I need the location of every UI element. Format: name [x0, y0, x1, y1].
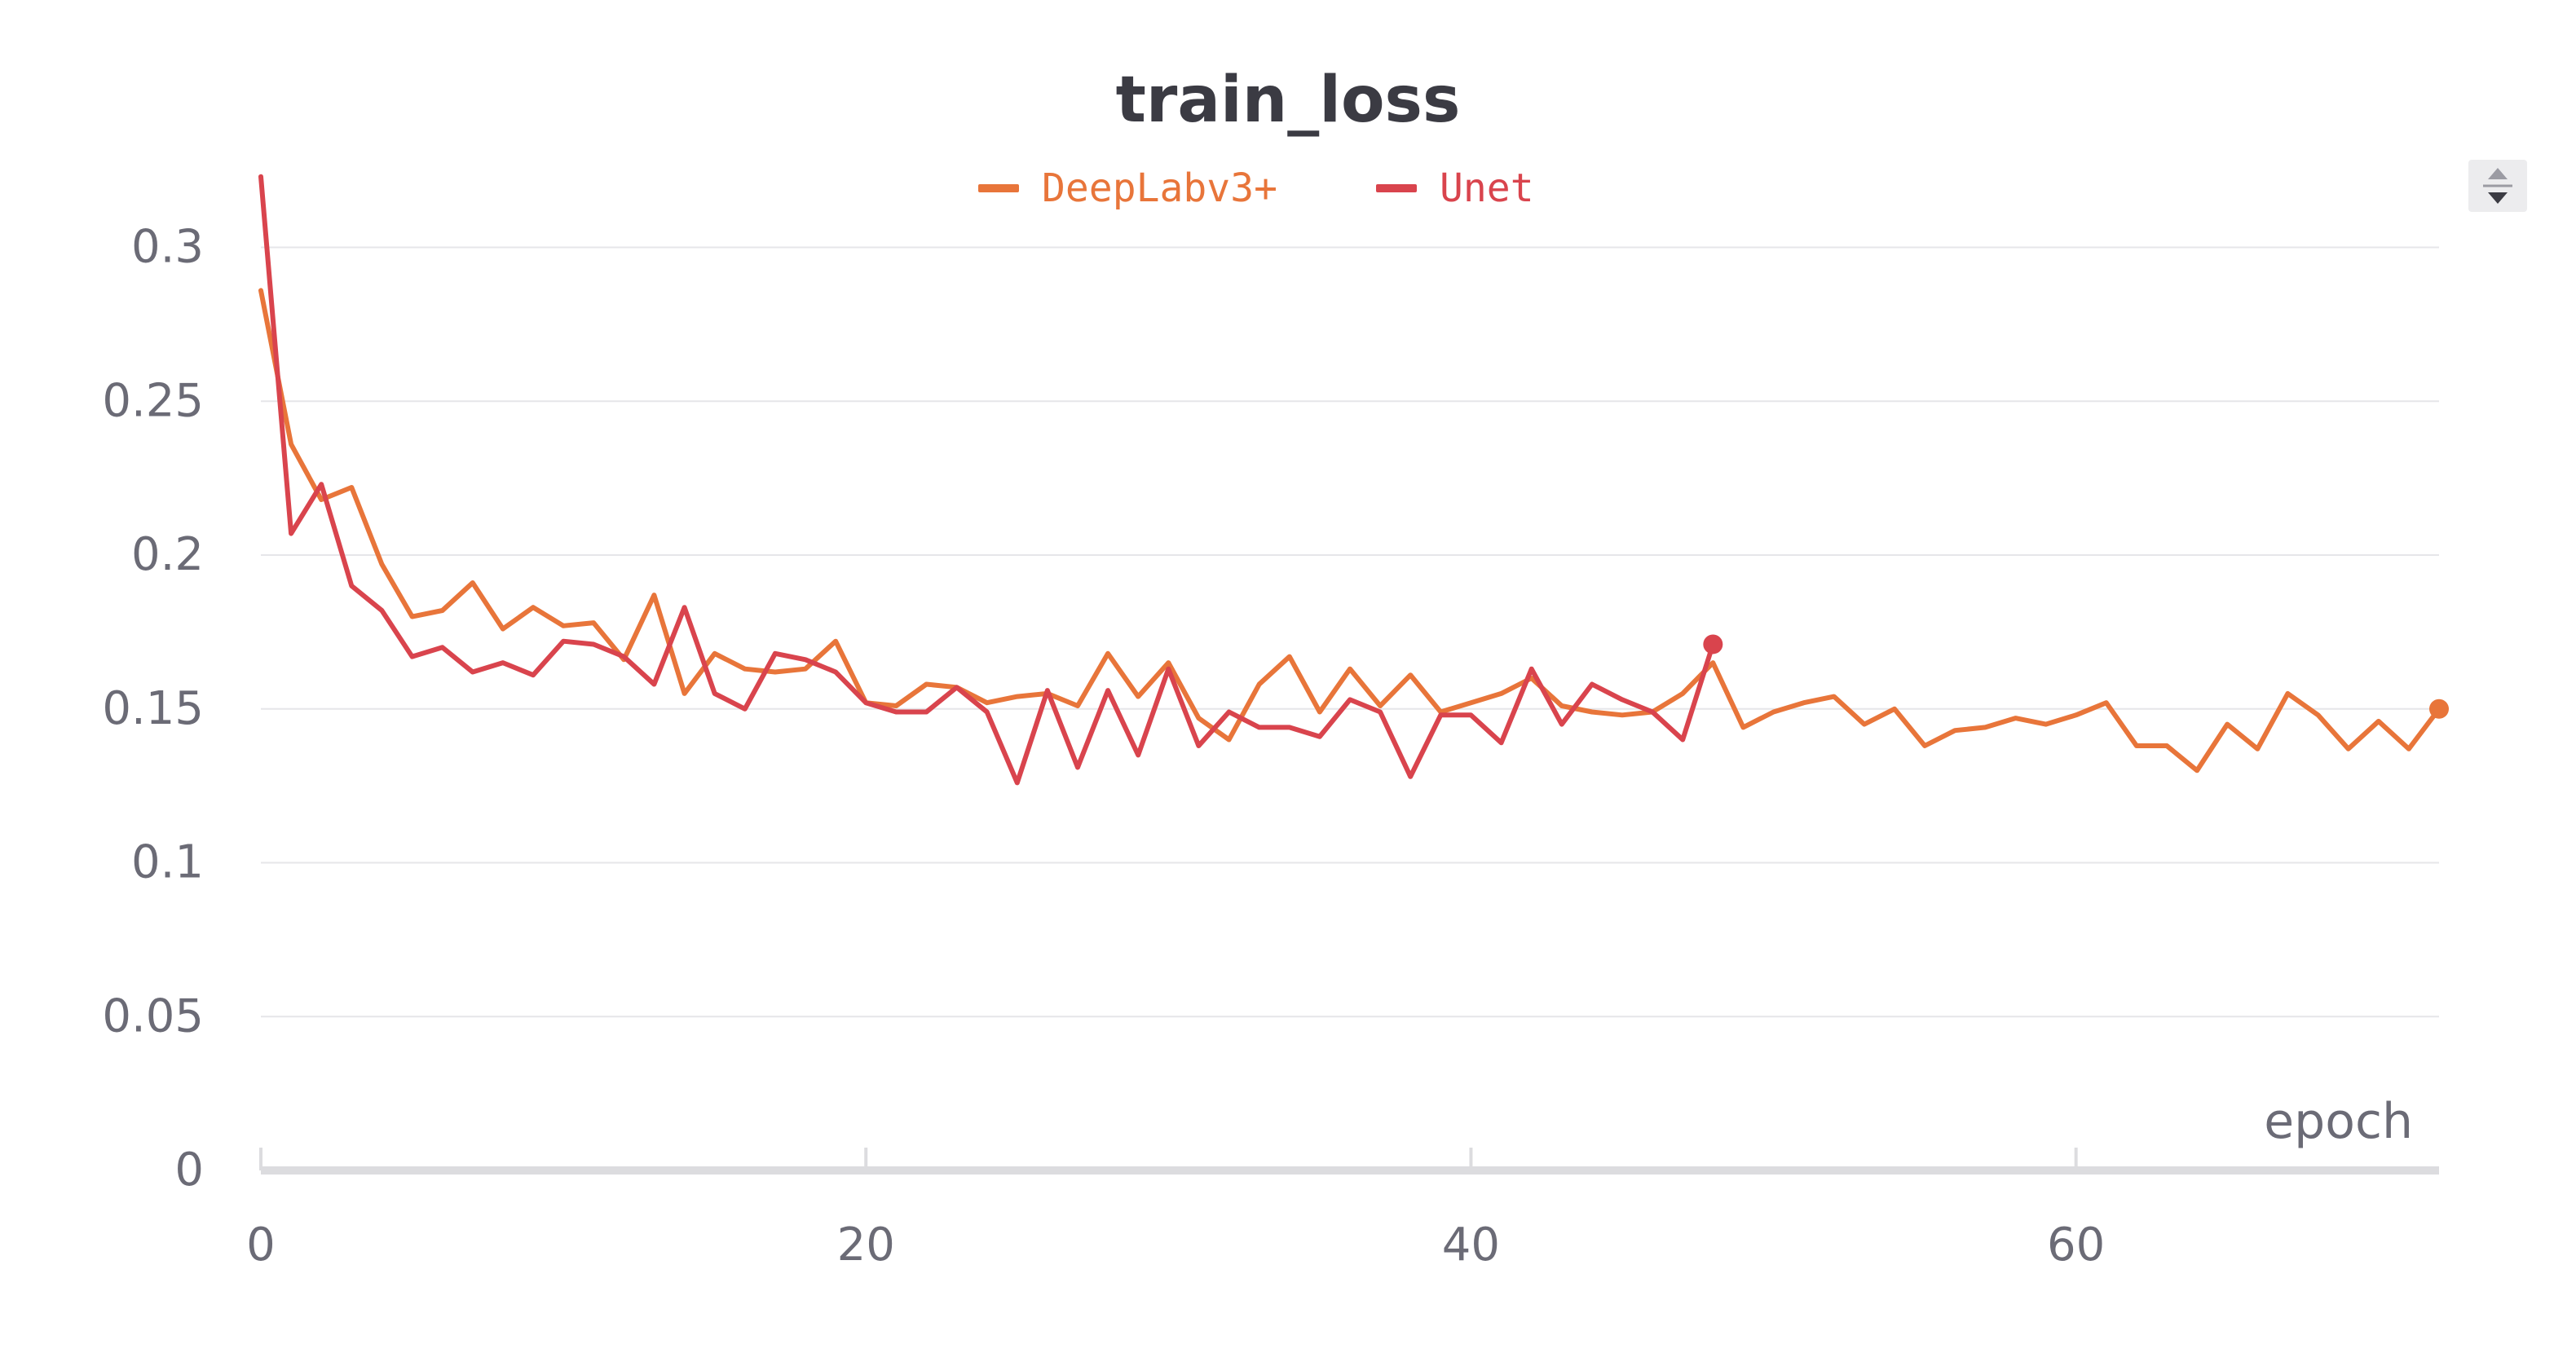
series-endpoint-unet[interactable] [1703, 634, 1723, 654]
x-tick-label: 20 [837, 1219, 895, 1271]
x-tick-label: 0 [246, 1219, 276, 1271]
y-tick-label: 0.25 [102, 374, 204, 427]
scroll-up-icon [2488, 168, 2508, 179]
legend-swatch-deeplabv3plus [978, 184, 1019, 192]
legend-item-deeplabv3plus[interactable]: DeepLabv3+ [978, 160, 1277, 217]
legend-label-deeplabv3plus: DeepLabv3+ [1042, 165, 1277, 211]
x-axis-label: epoch [2264, 1093, 2413, 1150]
series-lines [258, 174, 2449, 786]
grid-lines [261, 246, 2439, 1018]
scroll-down-icon [2488, 192, 2508, 204]
y-tick-label: 0.15 [102, 682, 204, 735]
chart-title: train_loss [1115, 64, 1461, 137]
x-tick-label: 60 [2047, 1219, 2105, 1271]
legend-label-unet: Unet [1440, 165, 1534, 211]
y-tick-label: 0.05 [102, 989, 204, 1042]
series-line-unet[interactable] [258, 174, 1716, 786]
y-tick-label: 0.2 [131, 528, 204, 581]
legend-scroll-control[interactable] [2468, 160, 2527, 212]
legend-item-unet[interactable]: Unet [1376, 160, 1534, 217]
y-tick-label: 0.1 [131, 836, 204, 889]
y-tick-label: 0 [174, 1144, 204, 1197]
x-tick-label: 40 [1442, 1219, 1500, 1271]
axes [259, 1148, 2439, 1175]
legend-scroll-icon [2483, 168, 2512, 204]
y-tick-label: 0.3 [131, 221, 204, 274]
legend-swatch-unet [1376, 184, 1417, 192]
series-endpoint-deeplabv3plus[interactable] [2429, 699, 2449, 719]
tick-labels: 0 0.05 0.1 0.15 0.2 0.25 0.3 0 20 40 60 epoch [102, 221, 2413, 1272]
legend: DeepLabv3+ Unet [0, 160, 2576, 217]
